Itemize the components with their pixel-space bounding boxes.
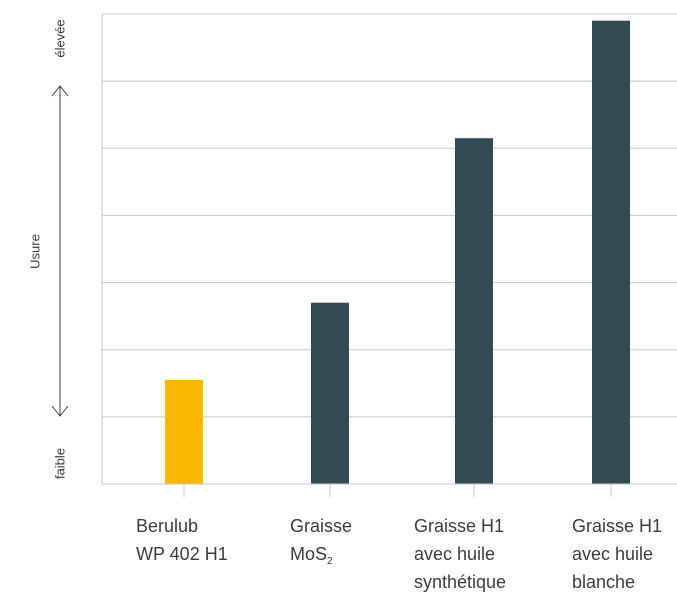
- bars: [165, 20, 630, 484]
- category-label-line: WP 402 H1: [136, 544, 228, 564]
- category-label-text: MoS: [290, 544, 328, 564]
- bar-3: [455, 138, 493, 484]
- category-label-line: Graisse H1: [414, 516, 505, 536]
- category-label-subscript: 2: [327, 556, 333, 567]
- usure-arrow-up-icon: [51, 85, 69, 97]
- category-label-line: Berulub: [136, 516, 199, 536]
- y-low-label: faible: [52, 447, 68, 480]
- usure-arrow-down-icon: [51, 405, 69, 417]
- gridlines: [102, 13, 677, 418]
- bar-1: [165, 379, 203, 484]
- category-label-2: Graisse MoS2: [290, 512, 352, 568]
- category-label-line: blanche: [572, 572, 636, 592]
- category-label-line: avec huile: [572, 544, 654, 564]
- usure-arrow: [51, 85, 69, 417]
- bar-2: [311, 302, 349, 484]
- category-label-line: Graisse: [290, 516, 353, 536]
- category-label-3: Graisse H1 avec huile synthétique: [414, 512, 506, 596]
- category-label-4: Graisse H1 avec huile blanche: [572, 512, 662, 596]
- category-label-line: Graisse H1: [572, 516, 663, 536]
- y-axis-label: Usure: [27, 234, 43, 269]
- y-high-label: élevée: [52, 19, 68, 58]
- category-label-line: synthétique: [414, 572, 507, 592]
- category-label-1: Berulub WP 402 H1: [136, 512, 228, 568]
- bar-4: [592, 20, 630, 484]
- axes: [101, 14, 677, 497]
- category-label-line: avec huile: [414, 544, 496, 564]
- category-label-line: MoS2: [290, 540, 352, 568]
